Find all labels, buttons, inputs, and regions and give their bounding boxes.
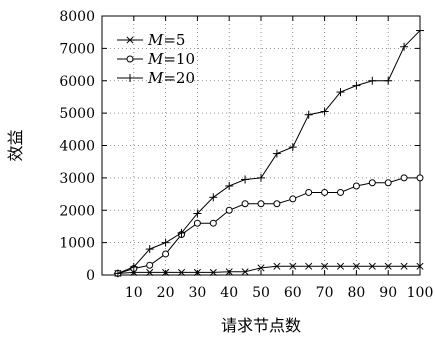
x-tick-label: 20 — [157, 285, 175, 301]
x-tick-label: 90 — [379, 285, 397, 301]
x-marker — [416, 262, 424, 270]
y-tick-label: 1000 — [59, 236, 95, 252]
circle-marker — [337, 188, 344, 196]
y-tick-label: 0 — [86, 268, 95, 284]
x-tick-label: 100 — [407, 285, 434, 301]
x-marker — [384, 262, 392, 270]
x-marker — [368, 262, 376, 270]
circle-marker — [321, 188, 329, 196]
legend-label: M=5 — [147, 31, 185, 49]
legend-item: M=10 — [117, 50, 195, 68]
legend-item: M=5 — [117, 31, 185, 49]
y-axis-title: 效益 — [6, 129, 25, 161]
series-2 — [114, 174, 424, 277]
circle-marker — [273, 200, 281, 208]
circle-marker — [305, 188, 313, 196]
x-marker — [146, 268, 154, 276]
x-tick-label: 30 — [188, 285, 206, 301]
legend-label: M=10 — [147, 50, 195, 68]
x-marker — [336, 262, 345, 270]
y-tick-label: 3000 — [59, 171, 95, 187]
circle-marker — [162, 250, 170, 258]
x-tick-label: 60 — [284, 285, 302, 301]
series-3 — [113, 26, 424, 278]
x-tick-label: 40 — [220, 285, 238, 301]
y-tick-label: 7000 — [59, 41, 95, 57]
x-marker — [241, 268, 249, 276]
circle-marker — [225, 206, 233, 214]
x-marker — [273, 262, 281, 270]
x-tick-label: 50 — [252, 285, 270, 301]
x-marker — [289, 262, 297, 270]
x-marker — [225, 268, 233, 276]
x-marker — [126, 36, 134, 44]
x-marker — [321, 262, 329, 270]
circle-marker — [384, 179, 392, 187]
circle-marker — [193, 219, 201, 227]
legend-label: M=20 — [147, 69, 195, 87]
x-tick-label: 70 — [316, 285, 334, 301]
x-marker — [352, 262, 360, 270]
x-marker — [162, 268, 170, 276]
circle-marker — [352, 182, 360, 190]
circle-marker — [209, 219, 217, 227]
circle-marker — [241, 200, 249, 208]
x-axis-title: 请求节点数 — [221, 316, 301, 335]
series-line — [117, 177, 420, 274]
x-tick-label: 10 — [125, 285, 143, 301]
y-tick-label: 8000 — [59, 9, 95, 25]
x-marker — [209, 268, 217, 276]
circle-marker — [146, 261, 154, 269]
series-layer — [113, 26, 424, 278]
x-marker — [177, 268, 186, 276]
series-line — [117, 265, 420, 274]
y-tick-label: 4000 — [59, 139, 95, 155]
y-tick-label: 2000 — [59, 203, 95, 219]
y-tick-label: 6000 — [59, 74, 95, 90]
circle-marker — [368, 179, 376, 187]
series-line — [117, 30, 421, 274]
circle-marker — [126, 55, 134, 63]
y-tick-label: 5000 — [59, 106, 95, 122]
circle-marker — [400, 174, 408, 182]
x-marker — [193, 268, 201, 276]
grid-lines — [102, 16, 420, 275]
circle-marker — [289, 195, 297, 203]
circle-marker — [416, 174, 424, 182]
x-marker — [257, 264, 265, 272]
legend: M=5M=10M=20 — [117, 31, 195, 87]
x-marker — [305, 262, 313, 270]
legend-item: M=20 — [117, 69, 195, 87]
circle-marker — [257, 200, 265, 208]
axis-ticks: 10 20 30 40 50 60 70 80 90 1000100020003000400050… — [59, 9, 433, 301]
x-marker — [400, 262, 408, 270]
x-tick-label: 80 — [347, 285, 365, 301]
